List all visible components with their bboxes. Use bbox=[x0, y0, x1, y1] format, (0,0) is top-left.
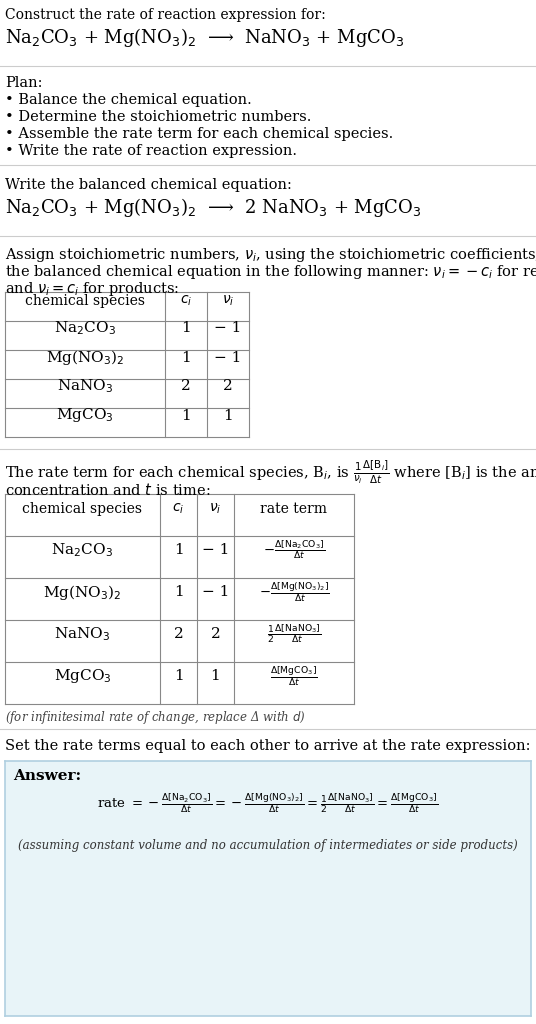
Text: Mg(NO$_3$)$_2$: Mg(NO$_3$)$_2$ bbox=[46, 348, 124, 367]
Text: 1: 1 bbox=[174, 543, 183, 557]
Text: 2: 2 bbox=[181, 380, 191, 393]
Text: − 1: − 1 bbox=[214, 322, 242, 336]
Text: $\frac{\Delta[\mathrm{MgCO_3}]}{\Delta t}$: $\frac{\Delta[\mathrm{MgCO_3}]}{\Delta t… bbox=[270, 665, 318, 688]
Text: the balanced chemical equation in the following manner: $\nu_i = -c_i$ for react: the balanced chemical equation in the fo… bbox=[5, 263, 536, 281]
Text: 2: 2 bbox=[174, 627, 183, 641]
Text: MgCO$_3$: MgCO$_3$ bbox=[56, 407, 114, 425]
Text: chemical species: chemical species bbox=[25, 294, 145, 307]
Text: 1: 1 bbox=[174, 585, 183, 599]
Text: NaNO$_3$: NaNO$_3$ bbox=[54, 625, 110, 643]
Text: $\nu_i$: $\nu_i$ bbox=[222, 293, 234, 307]
Text: Plan:: Plan: bbox=[5, 76, 42, 90]
Text: rate $= -\frac{\Delta[\mathrm{Na_2CO_3}]}{\Delta t} = -\frac{\Delta[\mathrm{Mg(N: rate $= -\frac{\Delta[\mathrm{Na_2CO_3}]… bbox=[98, 792, 438, 815]
Text: 1: 1 bbox=[181, 409, 191, 423]
Text: Na$_2$CO$_3$: Na$_2$CO$_3$ bbox=[54, 319, 116, 337]
Text: 1: 1 bbox=[223, 409, 233, 423]
Text: chemical species: chemical species bbox=[23, 502, 143, 516]
Text: • Write the rate of reaction expression.: • Write the rate of reaction expression. bbox=[5, 144, 297, 158]
Text: Set the rate terms equal to each other to arrive at the rate expression:: Set the rate terms equal to each other t… bbox=[5, 739, 531, 753]
Text: 2: 2 bbox=[211, 627, 220, 641]
Text: • Assemble the rate term for each chemical species.: • Assemble the rate term for each chemic… bbox=[5, 127, 393, 141]
Text: NaNO$_3$: NaNO$_3$ bbox=[57, 378, 113, 395]
Text: Answer:: Answer: bbox=[13, 769, 81, 783]
Text: (for infinitesimal rate of change, replace Δ with $d$): (for infinitesimal rate of change, repla… bbox=[5, 709, 306, 726]
Text: Write the balanced chemical equation:: Write the balanced chemical equation: bbox=[5, 178, 292, 193]
Text: $\frac{1}{2}\frac{\Delta[\mathrm{NaNO_3}]}{\Delta t}$: $\frac{1}{2}\frac{\Delta[\mathrm{NaNO_3}… bbox=[267, 623, 321, 645]
Text: $c_i$: $c_i$ bbox=[180, 293, 192, 307]
Text: (assuming constant volume and no accumulation of intermediates or side products): (assuming constant volume and no accumul… bbox=[18, 839, 518, 852]
Text: 1: 1 bbox=[211, 669, 220, 683]
Text: Na$_2$CO$_3$ + Mg(NO$_3$)$_2$  ⟶  2 NaNO$_3$ + MgCO$_3$: Na$_2$CO$_3$ + Mg(NO$_3$)$_2$ ⟶ 2 NaNO$_… bbox=[5, 196, 421, 219]
Text: − 1: − 1 bbox=[214, 350, 242, 365]
Text: • Determine the stoichiometric numbers.: • Determine the stoichiometric numbers. bbox=[5, 110, 311, 124]
Text: 2: 2 bbox=[223, 380, 233, 393]
Text: 1: 1 bbox=[174, 669, 183, 683]
Text: and $\nu_i = c_i$ for products:: and $\nu_i = c_i$ for products: bbox=[5, 280, 180, 298]
Text: Mg(NO$_3$)$_2$: Mg(NO$_3$)$_2$ bbox=[43, 583, 122, 601]
Text: • Balance the chemical equation.: • Balance the chemical equation. bbox=[5, 93, 252, 106]
Text: 1: 1 bbox=[181, 350, 191, 365]
Text: MgCO$_3$: MgCO$_3$ bbox=[54, 667, 111, 685]
Text: Na$_2$CO$_3$ + Mg(NO$_3$)$_2$  ⟶  NaNO$_3$ + MgCO$_3$: Na$_2$CO$_3$ + Mg(NO$_3$)$_2$ ⟶ NaNO$_3$… bbox=[5, 26, 404, 49]
Text: rate term: rate term bbox=[260, 502, 327, 516]
Text: Assign stoichiometric numbers, $\nu_i$, using the stoichiometric coefficients, $: Assign stoichiometric numbers, $\nu_i$, … bbox=[5, 246, 536, 264]
Text: $\nu_i$: $\nu_i$ bbox=[209, 502, 222, 516]
Text: $-\frac{\Delta[\mathrm{Na_2CO_3}]}{\Delta t}$: $-\frac{\Delta[\mathrm{Na_2CO_3}]}{\Delt… bbox=[263, 539, 325, 561]
Text: 1: 1 bbox=[181, 322, 191, 336]
Text: Na$_2$CO$_3$: Na$_2$CO$_3$ bbox=[51, 541, 114, 559]
Text: The rate term for each chemical species, B$_i$, is $\frac{1}{\nu_i}\frac{\Delta[: The rate term for each chemical species,… bbox=[5, 459, 536, 486]
Text: concentration and $t$ is time:: concentration and $t$ is time: bbox=[5, 482, 211, 498]
Text: $c_i$: $c_i$ bbox=[173, 502, 184, 516]
Text: − 1: − 1 bbox=[202, 585, 229, 599]
Text: Construct the rate of reaction expression for:: Construct the rate of reaction expressio… bbox=[5, 8, 326, 22]
Text: $-\frac{\Delta[\mathrm{Mg(NO_3)_2}]}{\Delta t}$: $-\frac{\Delta[\mathrm{Mg(NO_3)_2}]}{\De… bbox=[258, 581, 330, 604]
Text: − 1: − 1 bbox=[202, 543, 229, 557]
